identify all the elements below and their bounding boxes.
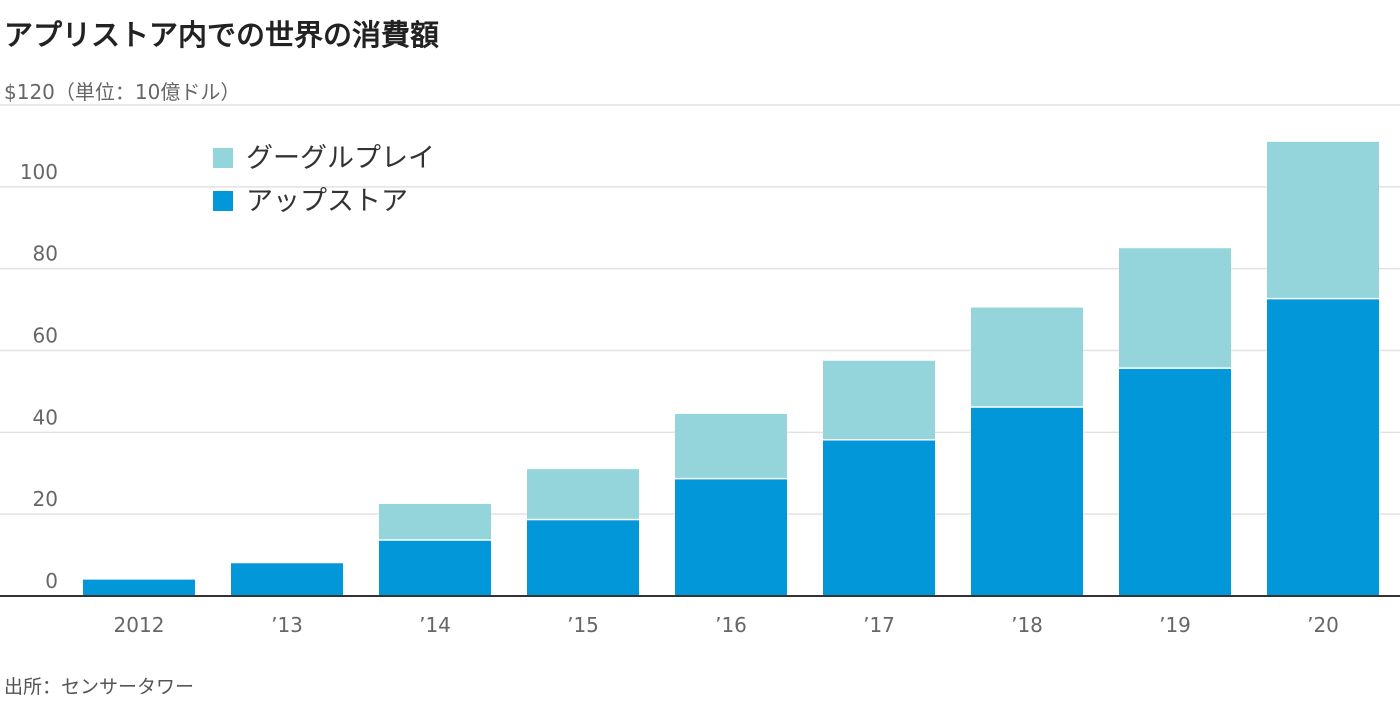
y-tick-label-60: 60 <box>33 324 58 348</box>
x-tick-label-8: ’20 <box>1307 613 1339 637</box>
x-tick-label-5: ’17 <box>863 613 895 637</box>
legend-label-google-play: グーグルプレイ <box>246 143 435 174</box>
bar-app-store-0 <box>83 579 195 596</box>
x-tick-label-4: ’16 <box>715 613 747 637</box>
x-tick-label-3: ’15 <box>567 613 599 637</box>
legend-label-app-store: アップストア <box>246 186 408 217</box>
x-axis-ticks: 2012 ’13 ’14 ’15 ’16 ’17 ’18 ’19 ’20 <box>114 613 1339 637</box>
bar-google-play-8 <box>1267 141 1379 298</box>
y-tick-label-80: 80 <box>33 242 58 266</box>
x-tick-label-2: ’14 <box>419 613 451 637</box>
bar-app-store-8 <box>1267 299 1379 596</box>
y-axis-ticks: 0 20 40 60 80 100 <box>20 160 58 593</box>
x-tick-label-6: ’18 <box>1011 613 1043 637</box>
bar-app-store-6 <box>971 407 1083 596</box>
x-tick-label-0: 2012 <box>114 613 165 637</box>
y-tick-label-0: 0 <box>45 569 58 593</box>
x-tick-label-1: ’13 <box>271 613 303 637</box>
chart-title: アプリストア内での世界の消費額 <box>4 18 440 52</box>
bar-google-play-4 <box>675 413 787 478</box>
bar-google-play-6 <box>971 307 1083 407</box>
bars <box>83 141 1379 596</box>
x-tick-label-7: ’19 <box>1159 613 1191 637</box>
bar-google-play-3 <box>527 469 639 519</box>
legend: グーグルプレイ アップストア <box>213 143 435 217</box>
bar-app-store-7 <box>1119 368 1231 596</box>
bar-app-store-2 <box>379 540 491 596</box>
bar-app-store-5 <box>823 440 935 596</box>
legend-swatch-google-play <box>213 148 233 168</box>
bar-app-store-4 <box>675 479 787 596</box>
bar-app-store-3 <box>527 520 639 596</box>
y-axis-top-label: $120（単位：10億ドル） <box>4 80 240 104</box>
bar-google-play-7 <box>1119 248 1231 368</box>
bar-app-store-1 <box>231 563 343 596</box>
y-tick-label-40: 40 <box>33 405 58 429</box>
legend-swatch-app-store <box>213 191 233 211</box>
y-tick-label-20: 20 <box>33 487 58 511</box>
source-note: 出所：センサータワー <box>4 676 195 698</box>
bar-google-play-2 <box>379 503 491 540</box>
y-tick-label-100: 100 <box>20 160 58 184</box>
bar-google-play-5 <box>823 360 935 440</box>
